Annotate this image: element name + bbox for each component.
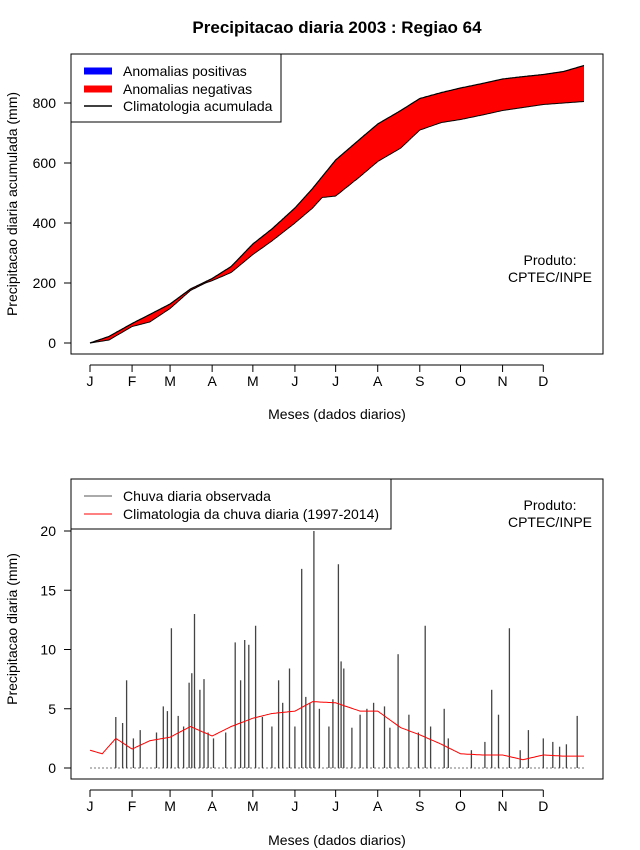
y-tick-label: 20 xyxy=(40,523,56,539)
x-tick-label: J xyxy=(87,798,94,814)
x-tick-label: S xyxy=(415,798,424,814)
anomaly-fill-group xyxy=(90,65,584,343)
x-tick-label: M xyxy=(247,373,259,389)
y-tick-label: 0 xyxy=(48,335,56,351)
x-tick-label: J xyxy=(291,373,298,389)
y-tick-label: 200 xyxy=(33,275,57,291)
y-tick-label: 600 xyxy=(33,155,57,171)
x-tick-label: J xyxy=(87,373,94,389)
legend-box xyxy=(70,478,392,530)
y-tick-label: 15 xyxy=(40,582,56,598)
x-tick-label: M xyxy=(164,798,176,814)
x-tick-label: A xyxy=(373,373,383,389)
x-tick-label: S xyxy=(415,373,424,389)
x-tick-label: O xyxy=(455,373,466,389)
x-tick-label: M xyxy=(247,798,259,814)
x-tick-label: A xyxy=(373,798,383,814)
x-tick-label: N xyxy=(498,373,508,389)
legend: Chuva diaria observada Climatologia da c… xyxy=(70,478,392,530)
observed-cumulative-line xyxy=(89,101,585,344)
legend-label-climatology: Climatologia acumulada xyxy=(123,98,273,114)
y-tick-label: 0 xyxy=(48,760,56,776)
x-tick-label: F xyxy=(128,798,137,814)
x-tick-label: M xyxy=(164,373,176,389)
x-tick-label: J xyxy=(291,798,298,814)
product-label: Produto: xyxy=(524,252,577,268)
x-tick-label: A xyxy=(207,373,217,389)
y-tick-label: 5 xyxy=(48,701,56,717)
daily-precipitation-chart: 0 5 10 15 20 J F M A M J J A S O N D Meses (dados diari… xyxy=(4,478,604,848)
y-axis-label: Precipitacao diaria (mm) xyxy=(4,553,20,705)
x-tick-label: J xyxy=(332,373,339,389)
legend-label-climatology: Climatologia da chuva diaria (1997-2014) xyxy=(123,506,379,522)
cumulative-precipitation-chart: 0 200 400 600 800 J F M A M J J A S O N D Meses (dados … xyxy=(4,53,604,422)
x-tick-label: A xyxy=(207,798,217,814)
x-tick-label: J xyxy=(332,798,339,814)
x-tick-label: D xyxy=(538,798,548,814)
observed-bars-group xyxy=(115,531,578,768)
chart-title: Precipitacao diaria 2003 : Regiao 64 xyxy=(192,18,482,37)
climatology-cumulative-line xyxy=(89,64,585,344)
product-label: Produto: xyxy=(524,497,577,513)
x-tick-label: D xyxy=(538,373,548,389)
legend-label-positive: Anomalias positivas xyxy=(123,63,247,79)
product-source: CPTEC/INPE xyxy=(508,514,592,530)
negative-anomaly-area xyxy=(90,65,584,343)
x-tick-label: N xyxy=(498,798,508,814)
y-axis: 0 5 10 15 20 xyxy=(40,523,72,776)
y-axis: 0 200 400 600 800 xyxy=(33,95,72,351)
climatology-line-group xyxy=(89,701,584,761)
x-tick-label: F xyxy=(128,373,137,389)
y-tick-label: 800 xyxy=(33,95,57,111)
x-axis-label: Meses (dados diarios) xyxy=(268,406,406,422)
legend: Anomalias positivas Anomalias negativas … xyxy=(70,53,282,123)
x-tick-label: O xyxy=(455,798,466,814)
climatology-daily-line xyxy=(89,701,584,761)
x-axis-label: Meses (dados diarios) xyxy=(268,832,406,848)
product-source: CPTEC/INPE xyxy=(508,269,592,285)
y-tick-label: 400 xyxy=(33,215,57,231)
legend-label-negative: Anomalias negativas xyxy=(123,81,252,97)
y-tick-label: 10 xyxy=(40,642,56,658)
legend-label-observed: Chuva diaria observada xyxy=(123,488,271,504)
series-line-group xyxy=(89,64,585,344)
y-axis-label: Precipitacao diaria acumulada (mm) xyxy=(4,92,20,316)
